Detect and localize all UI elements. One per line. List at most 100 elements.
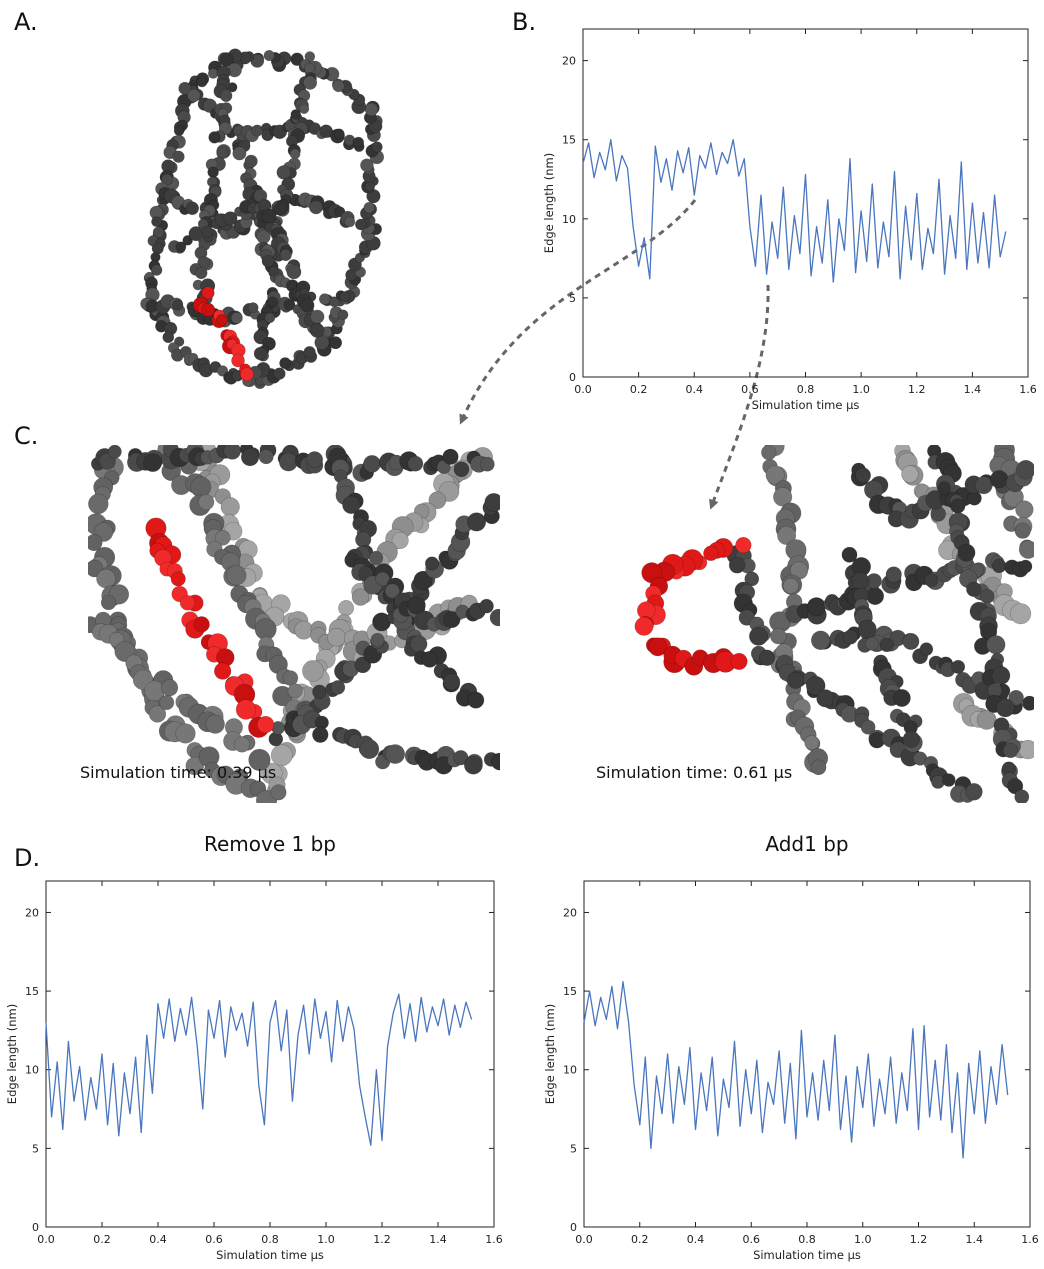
bead bbox=[205, 714, 225, 734]
x-tick-label: 0.2 bbox=[93, 1233, 111, 1246]
arrow bbox=[459, 199, 697, 425]
bead bbox=[240, 447, 260, 467]
bead bbox=[310, 309, 325, 324]
y-tick-label: 15 bbox=[562, 134, 576, 147]
bead bbox=[816, 689, 835, 708]
bead bbox=[327, 627, 346, 647]
bead bbox=[88, 493, 109, 515]
bead bbox=[359, 739, 380, 759]
bead bbox=[219, 89, 233, 103]
bead bbox=[231, 353, 245, 368]
x-tick-label: 1.2 bbox=[908, 383, 926, 396]
bead bbox=[885, 566, 902, 583]
y-axis-label: Edge length (nm) bbox=[542, 153, 556, 253]
bead bbox=[965, 783, 983, 801]
chart-title: Add1 bp bbox=[765, 832, 848, 856]
bead bbox=[330, 680, 346, 695]
bead bbox=[1014, 522, 1031, 539]
bead bbox=[201, 286, 215, 300]
bead bbox=[634, 616, 654, 636]
y-axis-label: Edge length (nm) bbox=[5, 1004, 19, 1104]
bead bbox=[339, 291, 351, 303]
y-tick-label: 5 bbox=[32, 1142, 39, 1155]
y-tick-label: 10 bbox=[563, 1064, 577, 1077]
bead bbox=[810, 759, 827, 776]
bead bbox=[919, 642, 934, 656]
render-c-right bbox=[634, 445, 1034, 803]
y-axis-label: Edge length (nm) bbox=[543, 1004, 557, 1104]
bead bbox=[270, 784, 287, 801]
bead bbox=[424, 556, 440, 571]
bead bbox=[214, 662, 232, 680]
bead bbox=[226, 565, 247, 586]
bead bbox=[303, 75, 318, 90]
bead bbox=[371, 141, 383, 153]
bead bbox=[159, 694, 175, 711]
y-tick-label: 20 bbox=[25, 906, 39, 919]
bead bbox=[728, 556, 746, 574]
bead bbox=[182, 235, 193, 246]
bead bbox=[841, 546, 858, 563]
bead bbox=[303, 346, 316, 359]
bead bbox=[770, 627, 787, 645]
bead bbox=[804, 735, 820, 751]
bead bbox=[88, 534, 103, 552]
bead bbox=[188, 226, 204, 242]
bead bbox=[235, 699, 257, 720]
bead bbox=[258, 449, 274, 465]
bead bbox=[294, 620, 314, 640]
bead bbox=[267, 296, 278, 308]
bead bbox=[370, 632, 385, 647]
bead bbox=[151, 216, 162, 227]
bead bbox=[304, 62, 315, 74]
plot-frame bbox=[582, 28, 1029, 378]
bead bbox=[1007, 778, 1024, 795]
bead bbox=[312, 684, 327, 700]
bead bbox=[951, 659, 966, 674]
x-tick-label: 0.6 bbox=[741, 383, 759, 396]
bead bbox=[413, 570, 433, 591]
bead bbox=[220, 497, 240, 517]
x-tick-label: 0.6 bbox=[205, 1233, 223, 1246]
x-tick-label: 0.8 bbox=[261, 1233, 279, 1246]
bead bbox=[287, 683, 303, 699]
bead bbox=[442, 448, 459, 465]
bead bbox=[966, 581, 982, 597]
bead bbox=[879, 637, 894, 653]
bead bbox=[337, 309, 349, 321]
bead bbox=[306, 451, 324, 469]
bead bbox=[261, 208, 277, 224]
bead bbox=[232, 146, 247, 161]
bead bbox=[490, 752, 500, 771]
bead bbox=[263, 49, 275, 62]
bead bbox=[233, 736, 251, 753]
bead bbox=[240, 367, 254, 382]
panel-label: B. bbox=[512, 8, 536, 36]
x-tick-label: 1.4 bbox=[966, 1233, 984, 1246]
bead bbox=[484, 493, 500, 512]
bead bbox=[152, 226, 165, 239]
bead bbox=[805, 675, 826, 696]
bead bbox=[773, 487, 793, 507]
bead bbox=[986, 635, 1006, 655]
bead bbox=[765, 465, 785, 485]
bead bbox=[185, 201, 199, 216]
bead bbox=[328, 296, 340, 308]
bead bbox=[744, 571, 760, 587]
bead bbox=[175, 723, 196, 744]
bead bbox=[200, 302, 216, 317]
bead bbox=[443, 611, 461, 629]
bead bbox=[761, 445, 777, 461]
x-tick-label: 0.0 bbox=[575, 1233, 593, 1246]
bead bbox=[857, 619, 877, 639]
bead bbox=[979, 588, 995, 604]
bead bbox=[173, 125, 185, 137]
bead bbox=[1022, 695, 1034, 711]
bead bbox=[276, 165, 291, 180]
bead bbox=[991, 558, 1007, 574]
bead bbox=[107, 445, 122, 459]
bead bbox=[179, 595, 196, 611]
bead bbox=[352, 136, 365, 149]
y-tick-label: 20 bbox=[562, 55, 576, 68]
